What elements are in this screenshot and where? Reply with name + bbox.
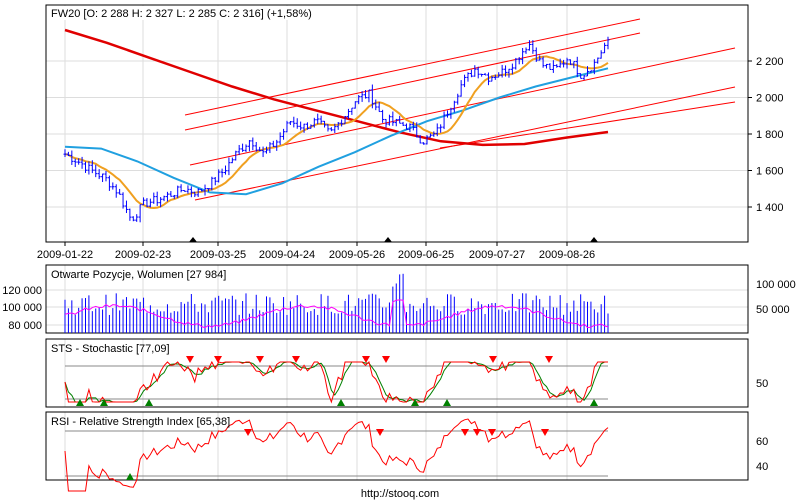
volume-panel-frame bbox=[45, 264, 749, 334]
buy-signal-icon bbox=[126, 473, 134, 480]
sell-signal-icon bbox=[489, 356, 497, 363]
main-title: FW20 [O: 2 288 H: 2 327 L: 2 285 C: 2 31… bbox=[51, 8, 312, 20]
sell-signal-icon bbox=[256, 356, 264, 363]
y-tick-label: 2 000 bbox=[756, 93, 784, 105]
stochastic-title: STS - Stochastic [77,09] bbox=[51, 343, 170, 355]
buy-signal-icon bbox=[100, 399, 108, 406]
x-tick-label: 2009-04-24 bbox=[259, 249, 315, 261]
rsi-title: RSI - Relative Strength Index [65,38] bbox=[51, 416, 230, 428]
y-tick-label: 1 800 bbox=[756, 129, 784, 141]
sell-signal-icon bbox=[461, 429, 469, 436]
buy-signal-icon bbox=[76, 399, 84, 406]
event-marker bbox=[384, 237, 392, 242]
x-tick-label: 2009-01-22 bbox=[37, 249, 93, 261]
volume-right-tick: 50 000 bbox=[756, 304, 790, 316]
footer-link[interactable]: http://stooq.com bbox=[361, 488, 439, 500]
sell-signal-icon bbox=[376, 429, 384, 436]
sell-signal-icon bbox=[214, 356, 222, 363]
sell-signal-icon bbox=[382, 356, 390, 363]
rsi-panel-frame bbox=[45, 411, 749, 481]
event-marker bbox=[590, 237, 598, 242]
sell-signal-icon bbox=[244, 429, 252, 436]
main-panel-frame bbox=[45, 4, 749, 243]
rsi-tick: 40 bbox=[756, 461, 768, 473]
title-bg bbox=[47, 6, 347, 20]
buy-signal-icon bbox=[411, 399, 419, 406]
sell-signal-icon bbox=[186, 356, 194, 363]
volume-left-tick: 120 000 bbox=[2, 285, 42, 297]
y-tick-label: 1 600 bbox=[756, 166, 784, 178]
volume-left-tick: 100 000 bbox=[2, 302, 42, 314]
sell-signal-icon bbox=[541, 429, 549, 436]
y-tick-label: 2 200 bbox=[756, 56, 784, 68]
stoch-k-line bbox=[64, 360, 608, 404]
buy-signal-icon bbox=[443, 399, 451, 406]
sell-signal-icon bbox=[362, 356, 370, 363]
buy-signal-icon bbox=[590, 399, 598, 406]
x-tick-label: 2009-02-23 bbox=[115, 249, 171, 261]
sell-signal-icon bbox=[292, 356, 300, 363]
trend-channel-line bbox=[184, 32, 641, 131]
x-tick-label: 2009-06-25 bbox=[398, 249, 454, 261]
sell-signal-icon bbox=[488, 429, 496, 436]
x-tick-label: 2009-05-26 bbox=[329, 249, 385, 261]
volume-right-tick: 100 000 bbox=[756, 279, 796, 291]
rsi-line bbox=[64, 418, 609, 492]
ma-short-line bbox=[64, 55, 609, 209]
trend-channel-line bbox=[184, 18, 641, 116]
y-tick-label: 1 400 bbox=[756, 202, 784, 214]
stoch-tick: 50 bbox=[756, 378, 768, 390]
buy-signal-icon bbox=[337, 399, 345, 406]
volume-title: Otwarte Pozycje, Wolumen [27 984] bbox=[51, 269, 226, 281]
sell-signal-icon bbox=[545, 356, 553, 363]
trend-channel-line bbox=[439, 101, 736, 149]
sell-signal-icon bbox=[473, 429, 481, 436]
x-tick-label: 2009-07-27 bbox=[469, 249, 525, 261]
open-interest-line bbox=[64, 299, 609, 329]
event-marker bbox=[189, 237, 197, 242]
stochastic-panel-frame bbox=[45, 338, 749, 408]
x-tick-label: 2009-03-25 bbox=[190, 249, 246, 261]
ma-long-line bbox=[64, 28, 609, 147]
buy-signal-icon bbox=[145, 399, 153, 406]
rsi-tick: 60 bbox=[756, 436, 768, 448]
ma-mid-line bbox=[64, 67, 609, 196]
x-tick-label: 2009-08-26 bbox=[539, 249, 595, 261]
volume-left-tick: 80 000 bbox=[8, 320, 42, 332]
